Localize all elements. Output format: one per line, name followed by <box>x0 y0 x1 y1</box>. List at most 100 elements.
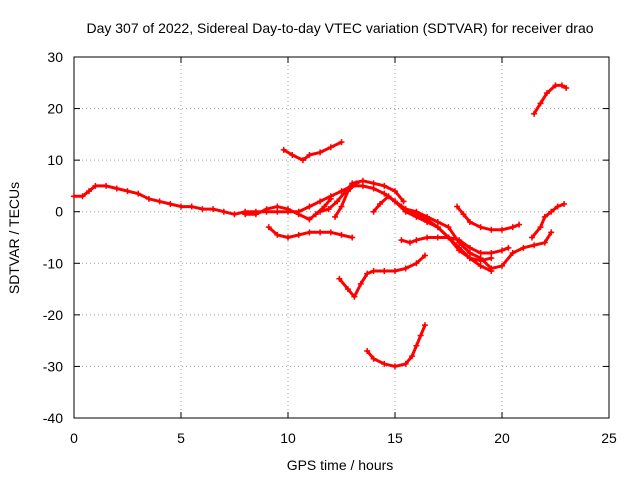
data-point-marker <box>280 146 287 153</box>
data-point-marker <box>516 221 523 228</box>
data-point-marker <box>242 211 249 218</box>
axis-ticks: 0 5 10 15 20 25 -40 -30 -20 -10 0 10 20 30 <box>43 49 617 446</box>
data-point-marker <box>85 188 92 195</box>
data-point-marker <box>406 239 413 246</box>
data-point-marker <box>265 224 272 231</box>
data-point-marker <box>370 208 377 215</box>
data-point-marker <box>466 255 473 262</box>
data-point-marker <box>364 270 371 277</box>
data-point-marker <box>509 249 516 256</box>
data-point-marker <box>413 237 420 244</box>
data-point-marker <box>370 355 377 362</box>
data-point-marker <box>370 180 377 187</box>
data-point-marker <box>434 224 441 231</box>
data-point-marker <box>344 286 351 293</box>
y-tick-label: 20 <box>47 101 63 117</box>
series-track-12 <box>454 203 523 233</box>
data-point-marker <box>299 157 306 164</box>
y-tick-label: -30 <box>43 358 63 374</box>
data-point-marker <box>71 193 77 200</box>
data-point-marker <box>543 90 550 97</box>
data-point-marker <box>505 244 512 251</box>
data-point-marker <box>210 206 217 213</box>
data-point-marker <box>357 280 364 287</box>
x-tick-label: 5 <box>177 430 185 446</box>
data-point-marker <box>499 262 505 269</box>
data-point-marker <box>263 206 270 213</box>
data-point-marker <box>537 100 544 107</box>
data-point-marker <box>398 237 405 244</box>
data-point-marker <box>445 224 452 231</box>
data-point-marker <box>167 200 174 207</box>
data-point-marker <box>317 198 324 205</box>
data-point-marker <box>413 342 420 349</box>
data-point-marker <box>338 203 345 210</box>
data-point-marker <box>252 211 259 218</box>
data-point-marker <box>541 239 548 246</box>
chart-title: Day 307 of 2022, Sidereal Day-to-day VTE… <box>86 20 593 36</box>
data-point-marker <box>398 203 405 210</box>
series-line <box>337 254 427 299</box>
data-point-marker <box>392 188 398 195</box>
data-point-marker <box>332 213 339 220</box>
series-line <box>72 184 493 263</box>
data-point-marker <box>381 182 388 189</box>
series-track-11 <box>364 322 428 370</box>
data-point-marker <box>421 322 428 329</box>
data-point-marker <box>295 231 302 238</box>
data-point-marker <box>434 219 441 226</box>
y-tick-label: -20 <box>43 307 63 323</box>
data-point-marker <box>188 203 195 210</box>
series-track-6 <box>332 180 360 220</box>
data-point-marker <box>460 211 467 218</box>
y-tick-label: 0 <box>55 204 63 220</box>
data-point-marker <box>306 203 313 210</box>
data-point-marker <box>445 234 452 241</box>
x-axis-label: GPS time / hours <box>287 457 394 473</box>
data-point-marker <box>145 195 152 202</box>
data-point-marker <box>392 363 398 370</box>
data-point-marker <box>392 198 398 205</box>
data-point-marker <box>413 260 420 267</box>
x-tick-label: 10 <box>280 430 296 446</box>
data-point-marker <box>528 234 535 241</box>
data-point-marker <box>359 177 366 184</box>
data-point-marker <box>424 234 431 241</box>
series-line <box>399 205 493 273</box>
data-point-marker <box>317 149 324 156</box>
series-line <box>333 181 358 219</box>
data-point-marker <box>466 219 473 226</box>
series-track-7 <box>370 193 555 272</box>
data-point-marker <box>220 208 227 215</box>
series-line <box>532 83 568 116</box>
data-point-marker <box>103 182 110 189</box>
data-point-marker <box>113 185 120 192</box>
data-point-marker <box>402 360 409 367</box>
data-point-marker <box>381 190 388 197</box>
data-point-marker <box>466 249 473 256</box>
x-tick-label: 15 <box>387 430 403 446</box>
series-track-9 <box>336 252 428 300</box>
data-point-marker <box>537 224 544 231</box>
data-point-marker <box>456 237 463 244</box>
data-point-marker <box>377 200 384 207</box>
data-point-marker <box>381 268 388 275</box>
data-point-marker <box>92 182 99 189</box>
data-point-marker <box>413 211 420 218</box>
data-point-marker <box>466 244 473 251</box>
data-point-marker <box>321 203 328 210</box>
data-point-marker <box>454 203 461 210</box>
data-point-marker <box>488 255 495 262</box>
data-point-marker <box>488 226 495 233</box>
grid <box>74 57 609 418</box>
data-point-marker <box>370 268 377 275</box>
data-point-marker <box>325 206 332 213</box>
data-point-marker <box>79 193 86 200</box>
data-point-marker <box>409 353 416 360</box>
series-track-3 <box>265 224 356 241</box>
data-point-marker <box>306 216 313 223</box>
series-line <box>530 202 566 239</box>
data-point-marker <box>477 262 484 269</box>
series-track-13 <box>528 200 568 241</box>
